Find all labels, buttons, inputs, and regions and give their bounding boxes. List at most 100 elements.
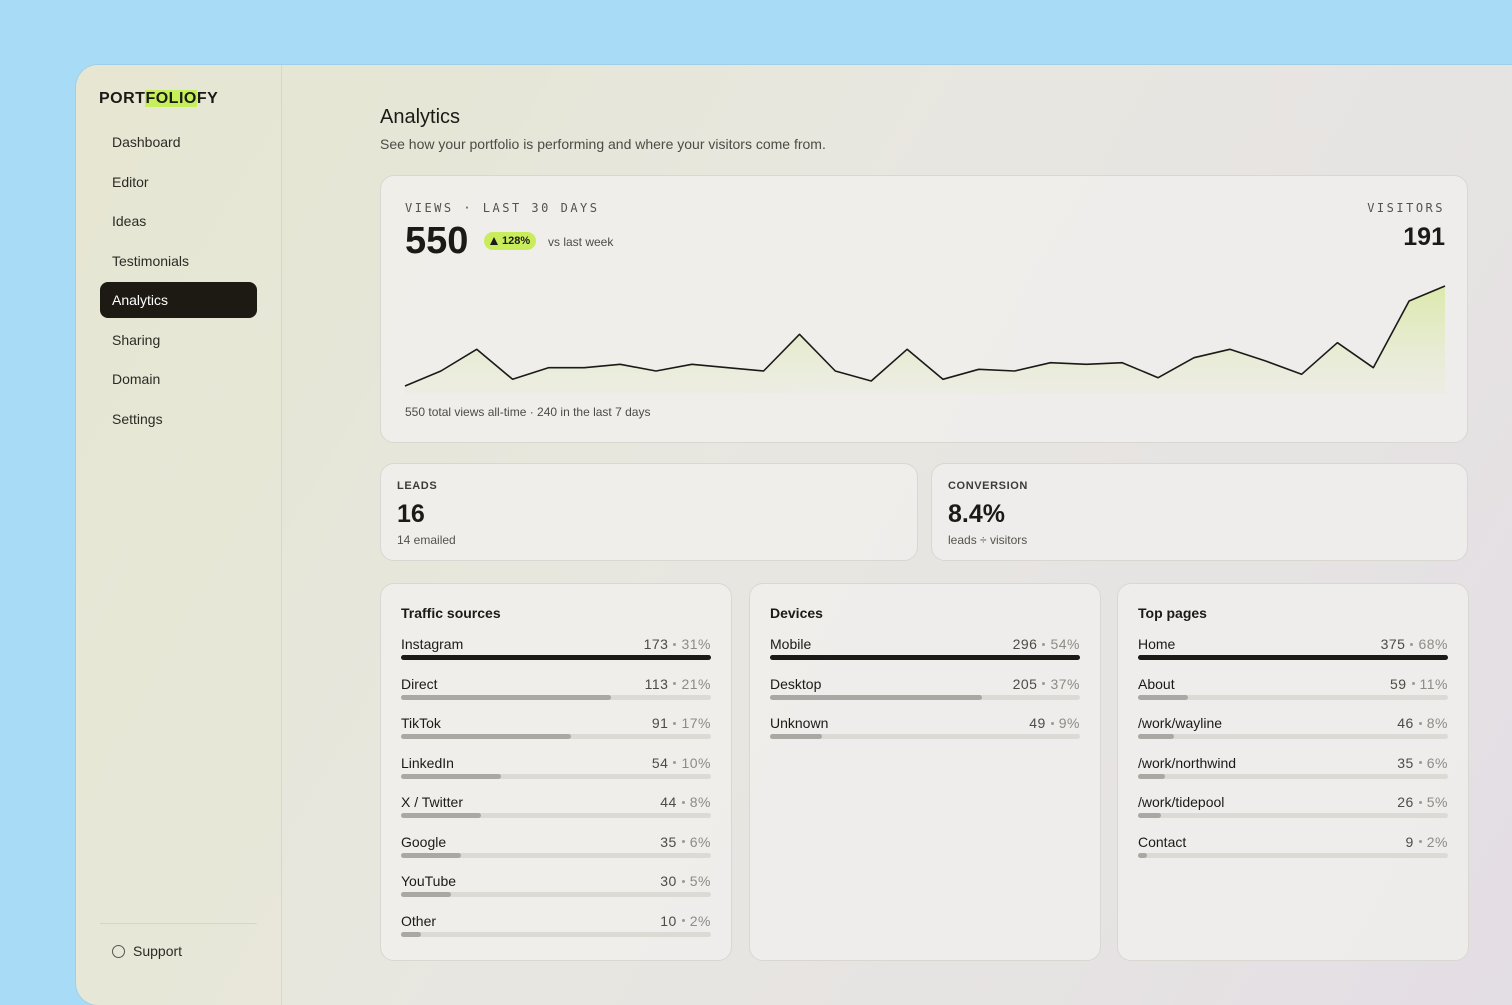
bar-track bbox=[770, 694, 1080, 700]
row-count: 26 bbox=[1397, 794, 1414, 810]
visitors-value: 191 bbox=[1403, 223, 1445, 251]
row-count: 10 bbox=[660, 912, 677, 929]
nav-item[interactable]: Testimonials bbox=[112, 252, 190, 269]
list-row: /work/northwind 35 6% bbox=[1138, 755, 1448, 785]
row-count: 46 bbox=[1397, 715, 1414, 731]
list-row: Unknown 49 9% bbox=[770, 715, 1080, 745]
page-subtitle: See how your portfolio is performing and… bbox=[380, 136, 826, 152]
page-title: Analytics bbox=[380, 106, 461, 128]
list-row: TikTok 91 17% bbox=[401, 715, 711, 745]
change-badge: 128% bbox=[484, 232, 537, 250]
separator-dot bbox=[1042, 642, 1046, 646]
row-stats: 30 5% bbox=[660, 873, 711, 889]
bar-track bbox=[770, 655, 1080, 660]
views-label: VIEWS · LAST 30 DAYS bbox=[405, 201, 600, 215]
separator-dot bbox=[681, 840, 685, 843]
separator-dot bbox=[1411, 682, 1415, 685]
views-footnote: 550 total views all-time · 240 in the la… bbox=[405, 405, 651, 419]
row-share: 68% bbox=[1418, 636, 1448, 652]
list-card: Top pages Home 375 68% About 59 11% /work/wayli… bbox=[1117, 583, 1469, 961]
row-name: LinkedIn bbox=[401, 754, 454, 771]
row-stats: 46 8% bbox=[1397, 715, 1448, 731]
views-sparkline bbox=[404, 285, 1446, 394]
nav-item[interactable]: Settings bbox=[112, 410, 163, 427]
row-share: 6% bbox=[1426, 754, 1448, 771]
bar-track bbox=[770, 734, 1080, 739]
list-row: Contact 9 2% bbox=[1138, 834, 1448, 864]
bar-track bbox=[1138, 813, 1448, 818]
separator-dot bbox=[1418, 800, 1422, 804]
bar-track bbox=[1138, 773, 1448, 779]
support-text: Support bbox=[133, 943, 183, 959]
bar-track bbox=[1138, 852, 1448, 858]
brand-logo[interactable]: PORTFOLIOFY bbox=[99, 90, 218, 108]
bar-track bbox=[401, 813, 711, 818]
row-share: 11% bbox=[1419, 675, 1448, 692]
row-share: 5% bbox=[689, 873, 711, 889]
bar-track bbox=[401, 773, 711, 779]
row-count: 35 bbox=[1397, 754, 1414, 771]
nav-item[interactable]: Dashboard bbox=[112, 134, 181, 150]
separator-dot bbox=[1418, 761, 1422, 764]
panel-title: Traffic sources bbox=[401, 605, 501, 621]
list-row: Instagram 173 31% bbox=[401, 636, 711, 666]
conversion-note: leads ÷ visitors bbox=[948, 533, 1028, 547]
bar-fill bbox=[401, 694, 611, 700]
row-count: 49 bbox=[1029, 715, 1046, 731]
row-name: /work/wayline bbox=[1138, 715, 1223, 731]
up-icon bbox=[490, 237, 498, 245]
row-stats: 9 2% bbox=[1405, 834, 1448, 850]
row-name: Instagram bbox=[401, 636, 464, 652]
row-count: 205 bbox=[1012, 675, 1038, 692]
nav-item[interactable]: Ideas bbox=[112, 213, 147, 229]
nav-item[interactable]: Sharing bbox=[112, 331, 161, 348]
row-name: Contact bbox=[1138, 833, 1187, 850]
list-row: Google 35 6% bbox=[401, 834, 711, 864]
row-name: Mobile bbox=[770, 636, 812, 652]
sparkline-area bbox=[405, 286, 1445, 394]
brand-part: FOLIO bbox=[145, 90, 197, 107]
list-card: Devices Mobile 296 54% Desktop 205 37% Unknown 4… bbox=[749, 583, 1101, 961]
conversion-value: 8.4% bbox=[948, 500, 1005, 528]
row-name: Unknown bbox=[770, 715, 829, 731]
bar-fill bbox=[1138, 655, 1448, 660]
bar-track bbox=[401, 734, 711, 739]
row-name: Other bbox=[401, 912, 437, 929]
separator-dot bbox=[1418, 840, 1422, 843]
sidebar: PORTFOLIOFY Dashboard Editor Ideas Testimon… bbox=[76, 65, 282, 1005]
separator-dot bbox=[681, 919, 685, 922]
nav-item[interactable]: Analytics bbox=[100, 282, 257, 318]
row-share: 6% bbox=[689, 833, 711, 850]
row-count: 44 bbox=[660, 794, 677, 810]
list-row: YouTube 30 5% bbox=[401, 873, 711, 903]
bar-fill bbox=[1138, 852, 1148, 858]
panel-title: Devices bbox=[770, 605, 823, 621]
list-row: X / Twitter 44 8% bbox=[401, 794, 711, 824]
nav-item[interactable]: Domain bbox=[112, 371, 161, 387]
row-name: About bbox=[1138, 675, 1175, 692]
row-count: 9 bbox=[1405, 833, 1414, 850]
bar-fill bbox=[401, 931, 421, 937]
nav-item[interactable]: Editor bbox=[112, 173, 149, 190]
support-link[interactable]: Support bbox=[112, 943, 182, 959]
sparkline bbox=[404, 285, 1446, 387]
list-row: LinkedIn 54 10% bbox=[401, 755, 711, 785]
row-share: 2% bbox=[689, 912, 711, 929]
bar-fill bbox=[1138, 734, 1175, 739]
list-row: Other 10 2% bbox=[401, 913, 711, 943]
bar-track bbox=[401, 892, 711, 897]
list-row: /work/wayline 46 8% bbox=[1138, 715, 1448, 745]
row-share: 9% bbox=[1058, 715, 1080, 731]
list-row: About 59 11% bbox=[1138, 676, 1448, 706]
row-name: /work/tidepool bbox=[1138, 794, 1225, 810]
row-count: 113 bbox=[644, 675, 669, 692]
row-name: Google bbox=[401, 833, 447, 850]
separator-dot bbox=[1410, 642, 1414, 646]
row-stats: 35 6% bbox=[660, 834, 711, 850]
row-count: 296 bbox=[1012, 636, 1038, 652]
leads-note: 14 emailed bbox=[397, 533, 456, 547]
row-share: 10% bbox=[681, 754, 711, 771]
row-name: Desktop bbox=[770, 675, 822, 692]
row-stats: 49 9% bbox=[1029, 715, 1080, 731]
list-row: Direct 113 21% bbox=[401, 676, 711, 706]
